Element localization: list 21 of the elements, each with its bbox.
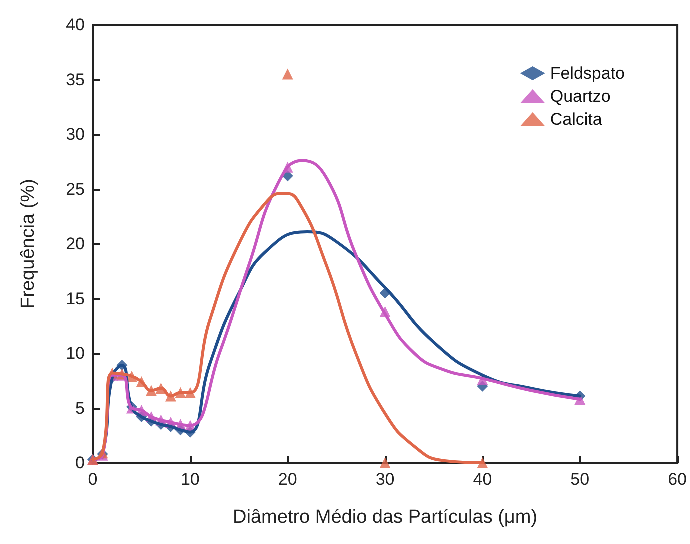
x-tick-label: 40 <box>473 470 492 489</box>
y-tick-label: 10 <box>66 344 85 363</box>
legend-label: Feldspato <box>550 64 626 83</box>
y-tick-label: 0 <box>76 454 85 472</box>
x-axis-title: Diâmetro Médio das Partículas (μm) <box>233 507 538 528</box>
y-tick-label: 20 <box>66 234 85 254</box>
x-tick-label: 60 <box>668 470 688 489</box>
y-tick-label: 15 <box>66 289 85 308</box>
x-tick-label: 30 <box>376 470 395 489</box>
x-tick-label: 0 <box>88 470 98 489</box>
y-tick-label: 30 <box>66 125 85 144</box>
x-tick-label: 20 <box>278 470 298 489</box>
y-tick-label: 25 <box>66 180 85 199</box>
y-tick-label: 40 <box>66 16 85 34</box>
x-tick-label: 10 <box>180 470 200 489</box>
y-axis-title: Frequência (%) <box>18 179 39 309</box>
y-tick-label: 35 <box>66 70 85 90</box>
x-tick-label: 50 <box>570 470 590 489</box>
legend-label: Quartzo <box>550 87 611 106</box>
legend-label: Calcita <box>550 110 603 129</box>
y-tick-label: 5 <box>76 398 85 418</box>
